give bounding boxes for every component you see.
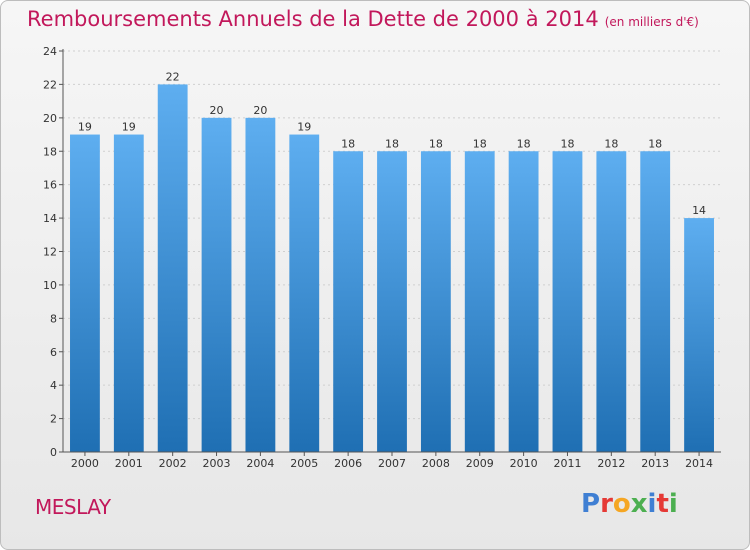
x-tick-label: 2006 <box>334 457 362 470</box>
bar-2006 <box>333 151 364 452</box>
data-label-2014: 14 <box>692 204 706 217</box>
y-tick-label: 2 <box>50 413 57 426</box>
data-label-2010: 18 <box>517 137 531 150</box>
logo-letter: o <box>612 489 631 519</box>
data-label-2001: 19 <box>122 121 136 134</box>
x-tick-label: 2002 <box>159 457 187 470</box>
x-tick-label: 2009 <box>466 457 494 470</box>
y-tick-label: 4 <box>50 379 57 392</box>
proxiti-logo: Proxiti <box>581 489 678 519</box>
data-label-2006: 18 <box>341 137 355 150</box>
bar-2012 <box>596 151 627 452</box>
chart-title: Remboursements Annuels de la Dette de 20… <box>27 7 699 31</box>
logo-letter: x <box>630 489 648 519</box>
y-tick-label: 12 <box>43 246 57 259</box>
bar-2001 <box>113 134 144 452</box>
bar-2014 <box>684 218 714 452</box>
y-tick-label: 6 <box>50 346 57 359</box>
bar-2007 <box>377 151 407 452</box>
y-tick-label: 10 <box>43 279 57 292</box>
bar-2008 <box>420 151 451 452</box>
data-label-2005: 19 <box>297 121 311 134</box>
x-tick-label: 2014 <box>685 457 713 470</box>
data-label-2004: 20 <box>253 104 267 117</box>
logo-letter: i <box>668 489 678 519</box>
y-tick-label: 22 <box>43 78 57 91</box>
title-text: Remboursements Annuels de la Dette de 20… <box>27 7 599 31</box>
data-label-2011: 18 <box>560 137 574 150</box>
x-tick-label: 2011 <box>553 457 581 470</box>
x-tick-label: 2007 <box>378 457 406 470</box>
data-label-2013: 18 <box>648 137 662 150</box>
x-tick-label: 2004 <box>246 457 274 470</box>
bar-2013 <box>640 151 671 452</box>
data-label-2000: 19 <box>78 121 92 134</box>
bar-2011 <box>552 151 583 452</box>
y-tick-label: 16 <box>43 179 57 192</box>
y-tick-label: 0 <box>50 446 57 459</box>
data-label-2009: 18 <box>473 137 487 150</box>
x-tick-label: 2013 <box>641 457 669 470</box>
place-name: MESLAY <box>35 495 111 519</box>
x-tick-label: 2012 <box>597 457 625 470</box>
x-tick-label: 2010 <box>510 457 538 470</box>
y-tick-label: 18 <box>43 145 57 158</box>
y-tick-label: 20 <box>43 112 57 125</box>
x-tick-label: 2000 <box>71 457 99 470</box>
data-label-2008: 18 <box>429 137 443 150</box>
y-tick-label: 8 <box>50 312 57 325</box>
x-tick-label: 2003 <box>203 457 231 470</box>
subtitle-text: (en milliers d'€) <box>604 15 699 29</box>
y-tick-label: 24 <box>43 45 57 58</box>
logo-letter: r <box>600 489 613 519</box>
data-label-2012: 18 <box>604 137 618 150</box>
bar-2003 <box>201 117 232 452</box>
logo-letter: P <box>581 489 601 519</box>
logo-letter: i <box>647 489 657 519</box>
x-tick-label: 2005 <box>290 457 318 470</box>
y-tick-label: 14 <box>43 212 57 225</box>
x-tick-label: 2008 <box>422 457 450 470</box>
bar-2004 <box>245 117 276 452</box>
bar-2009 <box>464 151 495 452</box>
x-tick-label: 2001 <box>115 457 143 470</box>
bar-2000 <box>70 134 100 452</box>
bar-2005 <box>289 134 320 452</box>
logo-letter: t <box>656 489 669 519</box>
bar-2010 <box>508 151 539 452</box>
data-label-2003: 20 <box>210 104 224 117</box>
data-label-2002: 22 <box>166 70 180 83</box>
bar-2002 <box>157 84 188 453</box>
data-label-2007: 18 <box>385 137 399 150</box>
